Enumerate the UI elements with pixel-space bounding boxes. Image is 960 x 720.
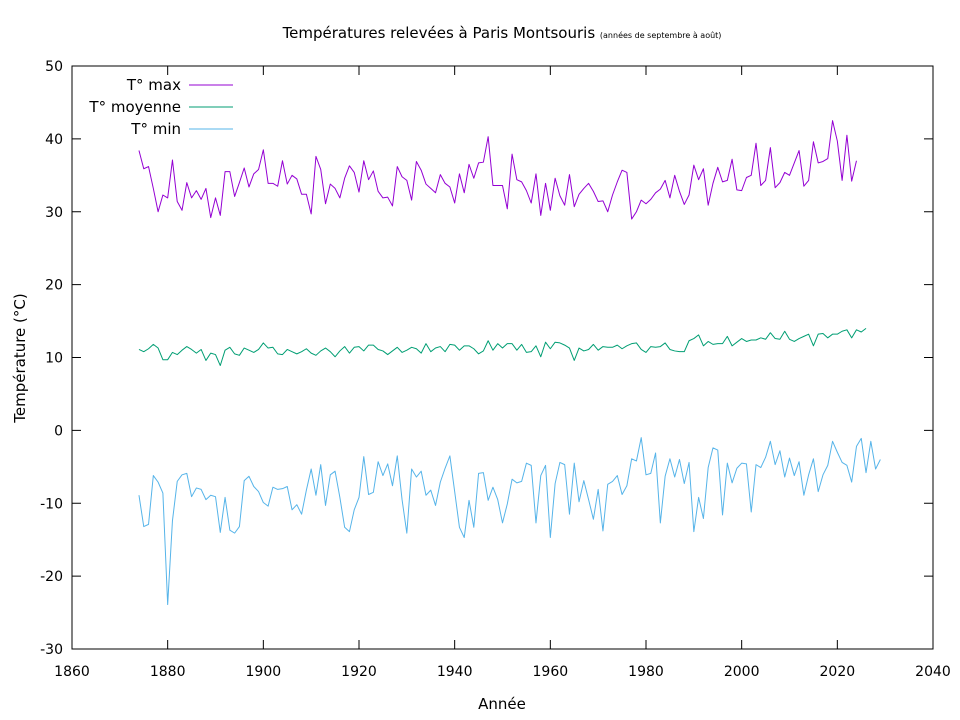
series-tmax-line [138, 120, 857, 220]
legend-label: T° min [130, 120, 181, 138]
series-tmoy-line [138, 327, 867, 367]
x-tick-label: 2040 [915, 664, 951, 680]
series-lines [138, 120, 881, 606]
x-axis-label: Année [478, 695, 526, 713]
plot-border [71, 65, 934, 650]
x-tick-label: 1880 [150, 664, 186, 680]
y-tick-label: 10 [45, 351, 63, 367]
plot-frame [71, 65, 934, 650]
y-tick-label: -30 [40, 642, 63, 658]
x-tick-label: 1860 [54, 664, 90, 680]
chart-title: Températures relevées à Paris Montsouris… [282, 24, 722, 42]
x-tick-label: 1960 [533, 664, 569, 680]
chart-subtitle: (années de septembre à août) [600, 30, 722, 40]
y-axis-label: Température (°C) [11, 293, 29, 423]
x-tick-label: 1940 [437, 664, 473, 680]
x-tick-label: 1920 [341, 664, 377, 680]
x-tick-label: 1980 [628, 664, 664, 680]
y-tick-label: 40 [45, 132, 63, 148]
y-tick-label: 0 [54, 423, 63, 439]
y-axis: -30 -20 -10 0 10 20 30 40 50 [40, 59, 933, 658]
y-tick-label: 30 [45, 205, 63, 221]
chart-title-main: Températures relevées à Paris Montsouris [282, 24, 600, 42]
series-tmin-line [138, 437, 881, 606]
x-tick-label: 2000 [724, 664, 760, 680]
y-tick-label: 50 [45, 59, 63, 75]
legend-label: T° moyenne [88, 98, 181, 116]
y-tick-label: -10 [40, 496, 63, 512]
legend: T° max T° moyenne T° min [88, 76, 233, 138]
x-axis: 1860 1880 1900 1920 1940 1960 1980 2000 2020 2040 [54, 66, 951, 680]
x-tick-label: 1900 [246, 664, 282, 680]
x-tick-label: 2020 [820, 664, 856, 680]
y-tick-label: 20 [45, 278, 63, 294]
y-tick-label: -20 [40, 569, 63, 585]
legend-label: T° max [126, 76, 181, 94]
